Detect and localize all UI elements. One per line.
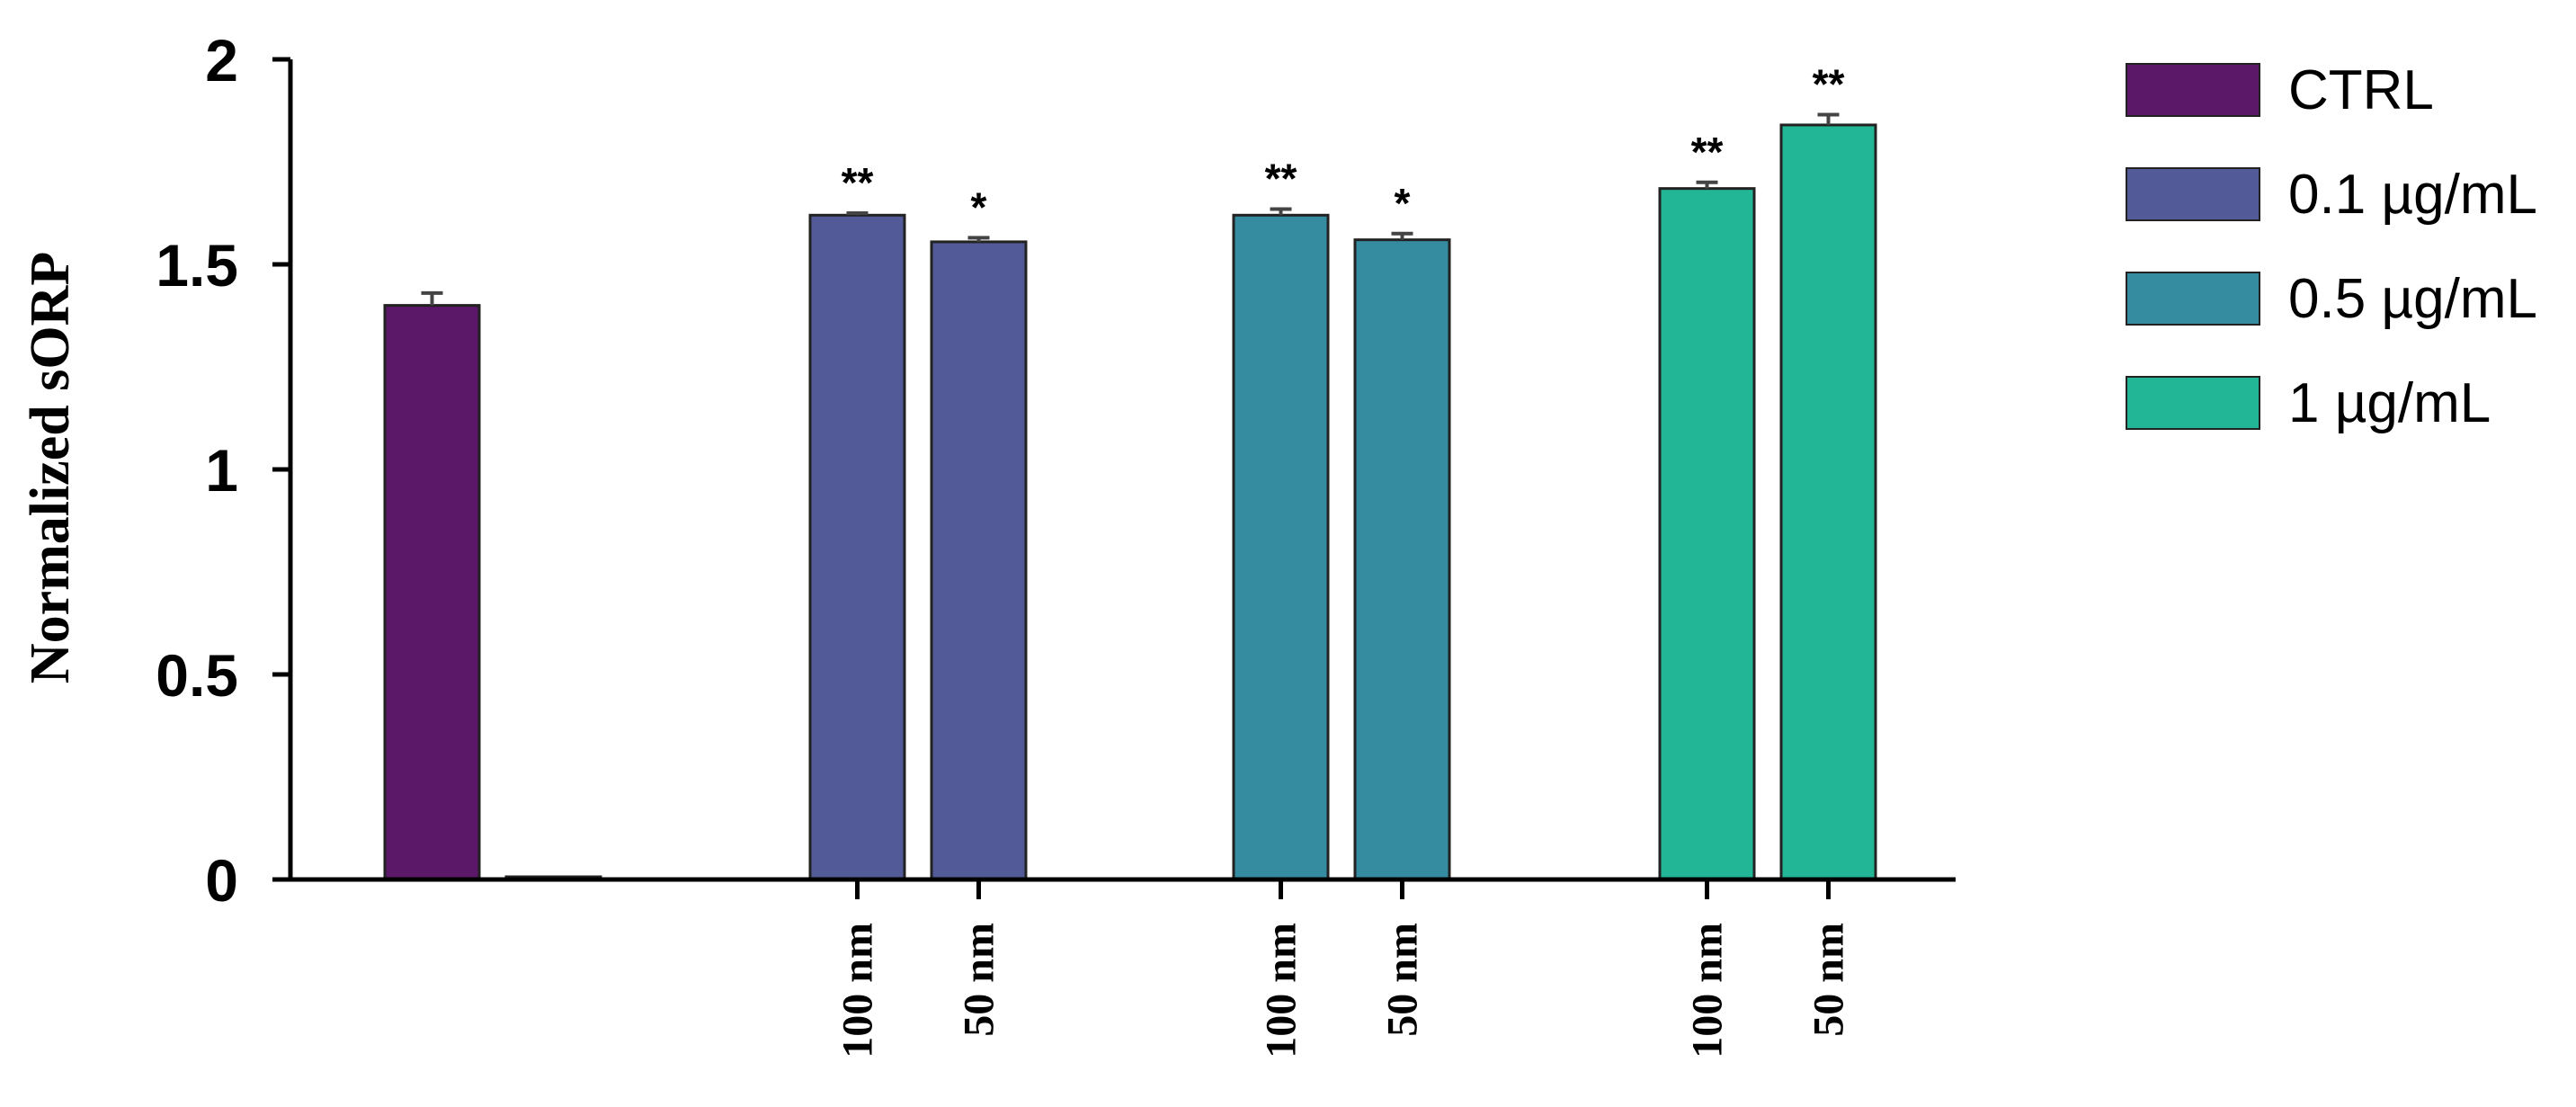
significance-label: * [971, 183, 987, 230]
legend-item: 0.1 µg/mL [2126, 164, 2537, 226]
legend-item: 0.5 µg/mL [2126, 268, 2537, 330]
bar [930, 240, 1028, 881]
significance-label: ** [1691, 129, 1724, 175]
legend-label: 0.5 µg/mL [2288, 268, 2537, 330]
bar [1232, 213, 1330, 881]
legend-label: CTRL [2288, 59, 2434, 121]
y-tick-label: 2 [205, 27, 238, 94]
y-tick-label: 0.5 [156, 642, 238, 709]
bar [383, 304, 481, 881]
bar [808, 213, 906, 881]
significance-label: ** [1813, 61, 1845, 108]
bar [1353, 238, 1451, 881]
x-tick-label: 100 nm [1684, 923, 1732, 1058]
legend-label: 0.1 µg/mL [2288, 164, 2537, 226]
legend-label: 1 µg/mL [2288, 372, 2491, 434]
y-tick-label: 1.5 [156, 232, 238, 299]
bar [1779, 123, 1877, 881]
x-ticks: 100 nm 50 nm 100 nm 50 nm 100 nm 50 nm [834, 879, 1853, 1058]
legend: CTRL 0.1 µg/mL 0.5 µg/mL 1 µg/mL [2126, 59, 2537, 434]
legend-swatch [2126, 376, 2260, 430]
legend-swatch [2126, 272, 2260, 326]
x-tick-label: 50 nm [956, 923, 1003, 1037]
y-tick-label: 0 [205, 847, 238, 914]
significance-label: ** [1265, 155, 1297, 201]
legend-swatch [2126, 63, 2260, 117]
x-tick-label: 100 nm [834, 923, 882, 1058]
x-tick-label: 50 nm [1379, 923, 1427, 1037]
y-axis-label: Normalized sORP [20, 252, 81, 683]
legend-swatch [2126, 167, 2260, 221]
bars-group: ********** [383, 61, 1877, 881]
significance-label: * [1395, 180, 1411, 227]
significance-label: ** [842, 159, 874, 206]
y-ticks: 0 0.5 1 1.5 2 [156, 27, 290, 914]
legend-item: 1 µg/mL [2126, 372, 2491, 434]
x-tick-label: 50 nm [1805, 923, 1853, 1037]
legend-item: CTRL [2126, 59, 2434, 121]
bar [1658, 187, 1756, 881]
y-tick-label: 1 [205, 437, 238, 504]
x-tick-label: 100 nm [1258, 923, 1306, 1058]
